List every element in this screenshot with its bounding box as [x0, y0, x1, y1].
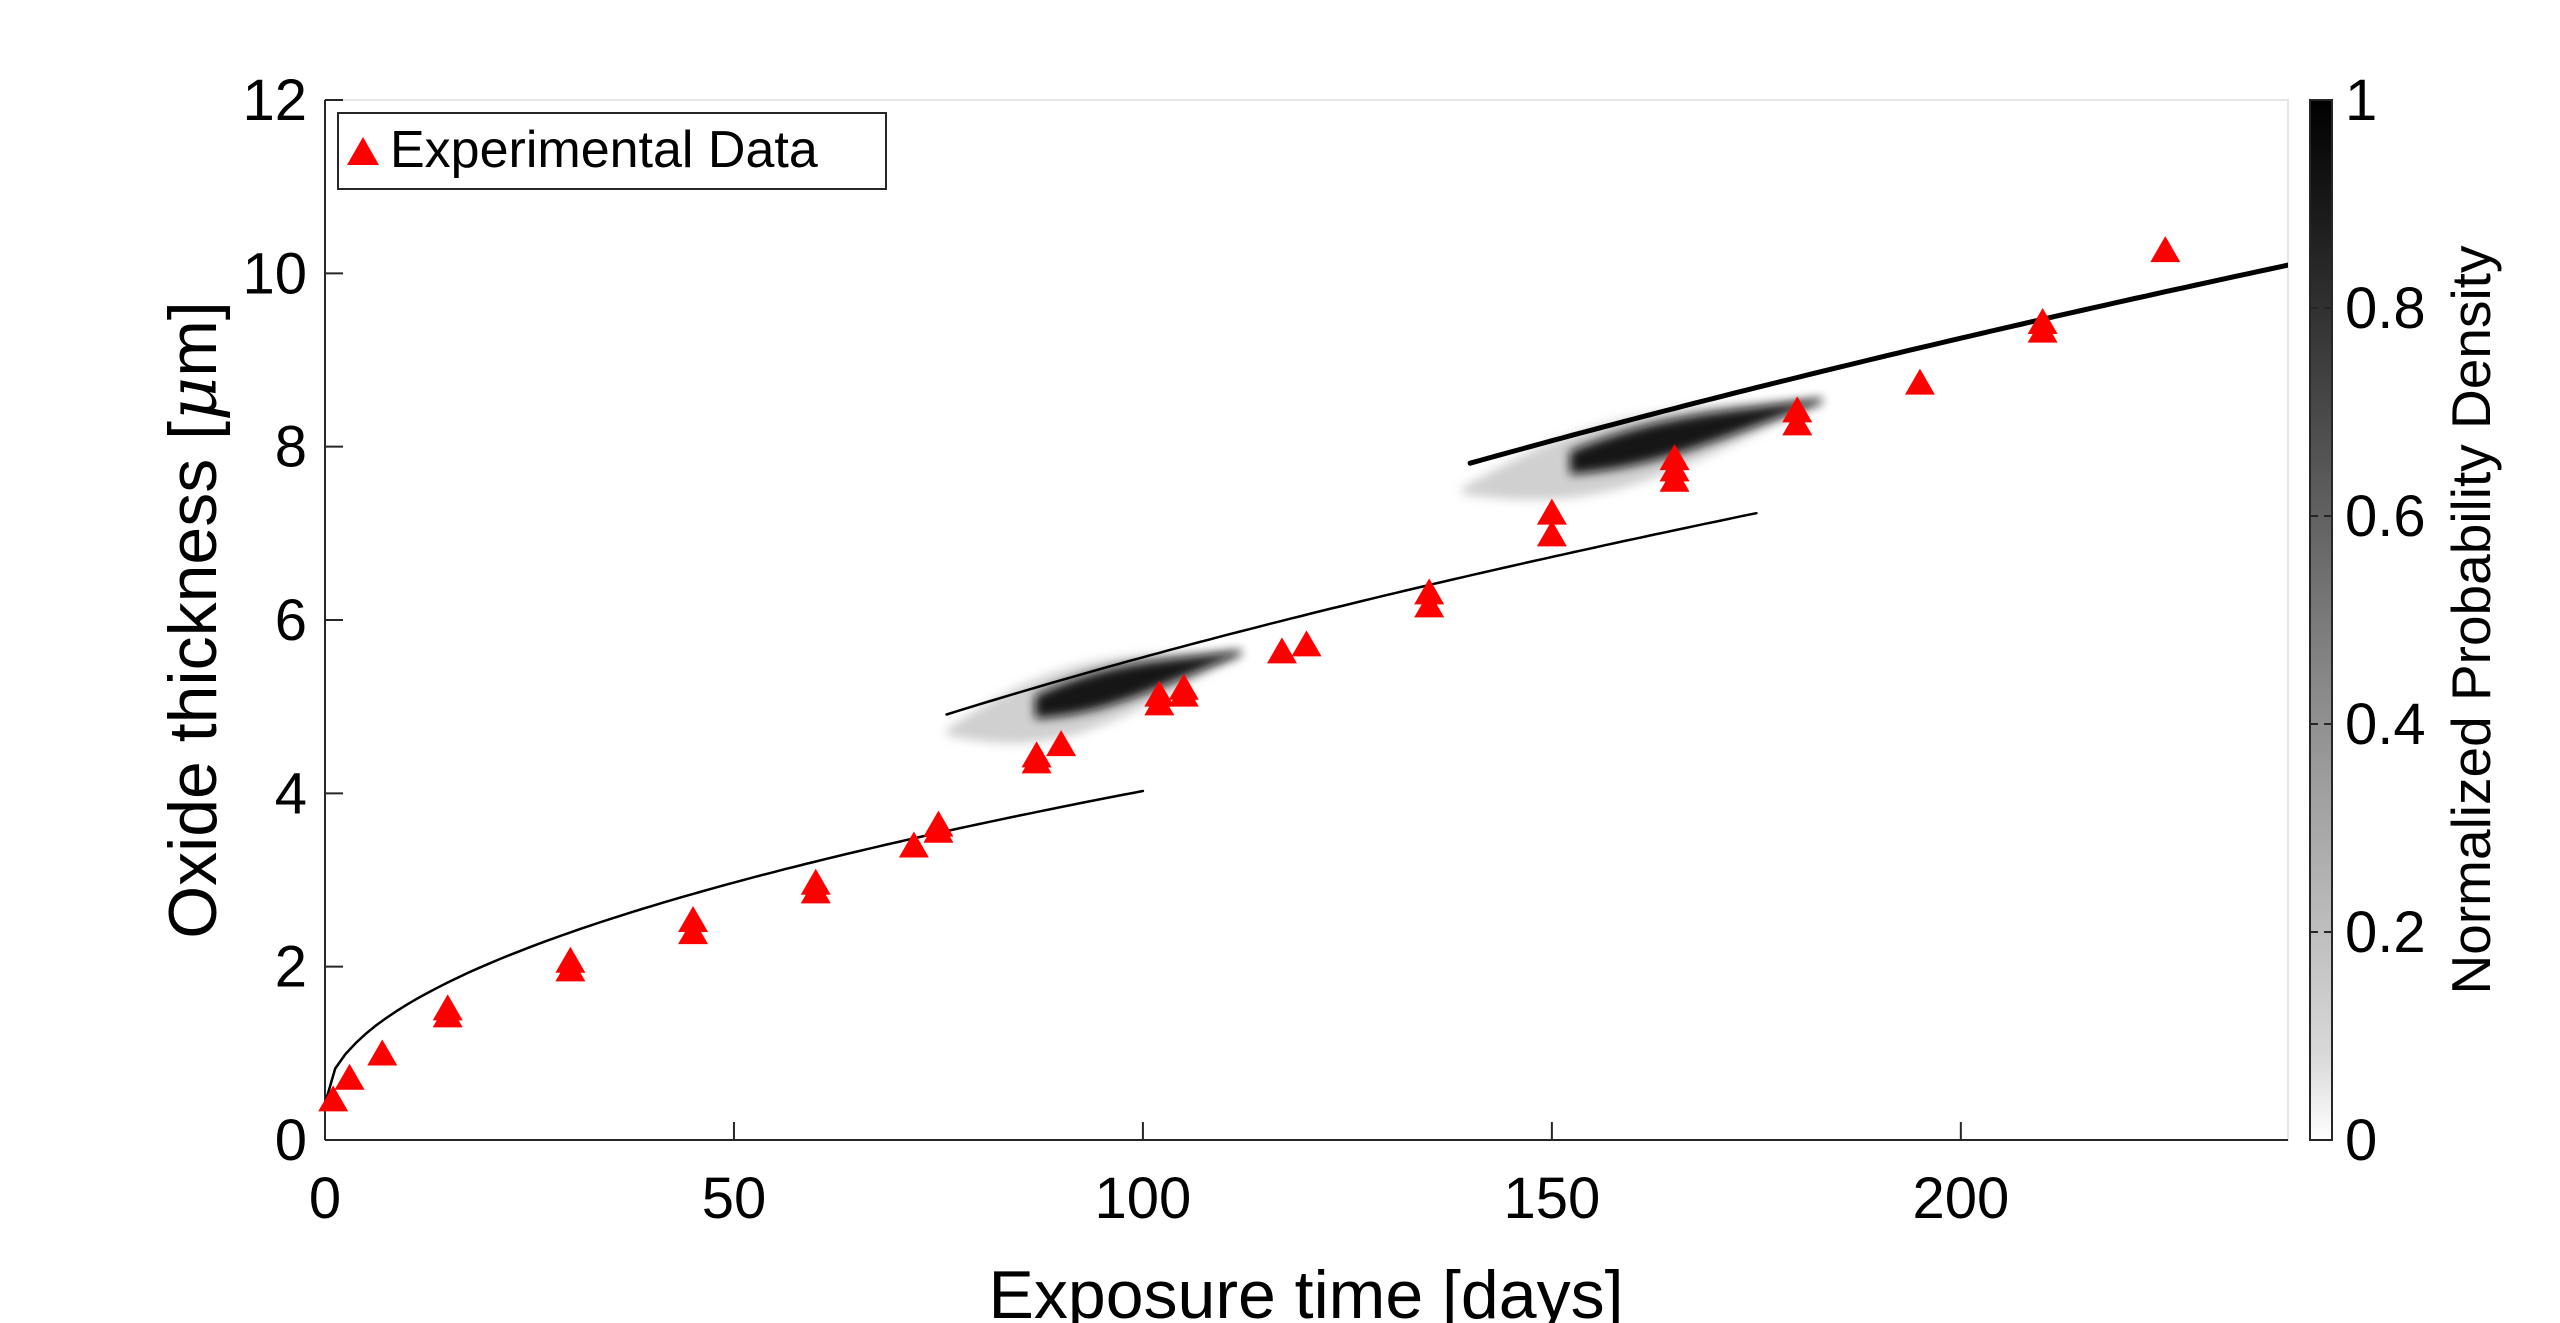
colorbar-tick-label: 0 [2345, 1108, 2377, 1173]
density-region-core [1569, 398, 1822, 475]
data-point-triangle [1659, 444, 1690, 471]
data-point-triangle [898, 831, 929, 858]
probability-density-bands [946, 397, 1822, 744]
data-point-triangle [555, 946, 586, 973]
y-tick-label: 10 [242, 241, 307, 306]
model-curves [325, 262, 2288, 1105]
x-tick-label: 150 [1503, 1166, 1600, 1231]
y-tick-label: 8 [275, 415, 307, 480]
colorbar-tick-label: 0.6 [2345, 484, 2426, 549]
colorbar-tick-label: 0.2 [2345, 900, 2426, 965]
plot-area [324, 99, 2289, 1141]
data-point-triangle [2027, 308, 2058, 334]
data-point-triangle [678, 906, 709, 932]
model-curve-3 [1467, 262, 2288, 466]
y-tick-label: 4 [275, 761, 307, 826]
legend: Experimental Data [337, 112, 887, 190]
legend-box [337, 112, 887, 190]
data-point-triangle [1046, 730, 1077, 757]
data-point-triangle [334, 1063, 365, 1090]
data-point-triangle [923, 810, 954, 837]
y-tick-label: 0 [275, 1108, 307, 1173]
colorbar: 0 0.2 0.4 0.6 0.8 1 Normalized Probability De… [2309, 68, 2502, 1173]
legend-label: Experimental Data [390, 121, 818, 179]
colorbar-gradient [2309, 99, 2333, 1141]
data-point-triangle [1291, 630, 1322, 657]
y-tick-label: 6 [275, 588, 307, 653]
data-point-triangle [2150, 236, 2181, 263]
colorbar-ticks: 0 0.2 0.4 0.6 0.8 1 [2310, 68, 2426, 1173]
experimental-data-points [318, 236, 2181, 1112]
x-tick-label: 50 [702, 1166, 767, 1231]
data-point-triangle [432, 994, 463, 1021]
data-point-triangle [1782, 396, 1813, 423]
y-tick-label: 2 [275, 935, 307, 1000]
model-curve-1 [325, 789, 1145, 1105]
colorbar-tick-label: 1 [2345, 68, 2377, 133]
colorbar-tick-label: 0.8 [2345, 276, 2426, 341]
legend-marker-triangle [347, 137, 379, 165]
y-tick-label: 12 [242, 68, 307, 133]
data-point-triangle [1414, 578, 1445, 605]
data-point-triangle [1266, 637, 1297, 664]
x-tick-label: 100 [1095, 1166, 1192, 1231]
x-tick-label: 200 [1912, 1166, 2009, 1231]
data-point-triangle [1168, 673, 1199, 700]
colorbar-label: Normalized Probability Density [2440, 245, 2502, 994]
data-point-triangle [1536, 498, 1567, 525]
data-point-triangle [1021, 741, 1052, 768]
data-point-triangle [800, 868, 831, 895]
data-point-triangle [367, 1039, 398, 1066]
density-region-core [1035, 650, 1242, 719]
axis-ticks: 0 50 100 150 200 0 2 4 6 8 10 12 [242, 68, 2009, 1231]
model-curve-2 [945, 511, 1758, 716]
data-point-triangle [1536, 520, 1567, 547]
x-axis-label: Exposure time [days] [989, 1257, 1624, 1323]
colorbar-tick-label: 0.4 [2345, 692, 2426, 757]
data-point-triangle [1144, 680, 1175, 707]
x-tick-label: 0 [309, 1166, 341, 1231]
data-point-triangle [1904, 368, 1935, 395]
data-point-triangle [318, 1085, 349, 1112]
y-axis-label: Oxide thickness [μm] [154, 301, 233, 939]
